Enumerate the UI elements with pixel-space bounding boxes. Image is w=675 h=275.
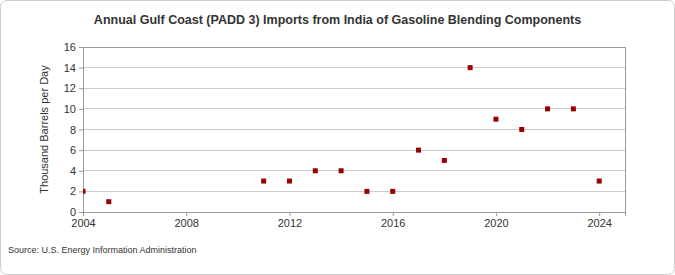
point xyxy=(493,117,498,122)
point xyxy=(364,189,369,194)
tick-label: 6 xyxy=(70,144,76,156)
tick: 2008 xyxy=(174,212,198,229)
point xyxy=(106,199,111,204)
point xyxy=(442,158,447,163)
point xyxy=(287,179,292,184)
tick-label: 12 xyxy=(64,82,76,94)
grid-line xyxy=(83,191,625,192)
tick: 4 xyxy=(70,165,83,177)
tick-label: 8 xyxy=(70,124,76,136)
tick: 0 xyxy=(70,206,83,218)
tick: 14 xyxy=(64,62,83,74)
title: Annual Gulf Coast (PADD 3) Imports from … xyxy=(94,13,581,27)
tick-label: 0 xyxy=(70,206,76,218)
tick: 16 xyxy=(64,41,83,53)
point xyxy=(545,106,550,111)
tick-mark xyxy=(79,171,83,172)
point xyxy=(416,148,421,153)
tick-label: 2012 xyxy=(278,217,302,229)
tick-mark xyxy=(79,212,83,213)
grid-line xyxy=(83,67,625,68)
point xyxy=(313,168,318,173)
y-axis-title: Thousand Barrels per Day xyxy=(38,65,50,194)
tick-label: 16 xyxy=(64,41,76,53)
tick-label: 10 xyxy=(64,103,76,115)
axis-line xyxy=(79,48,84,213)
point xyxy=(571,106,576,111)
chart-container: 2004 2008 2012 2016 2020 2024 0 2 4 6 8 10 12 14 16 Ann… xyxy=(0,0,675,275)
plot: 2004 2008 2012 2016 2020 2024 0 2 4 6 8 10 12 14 16 xyxy=(64,41,626,229)
point xyxy=(261,179,266,184)
grid-line xyxy=(83,129,625,130)
tick-mark xyxy=(79,130,83,131)
tick-mark xyxy=(79,68,83,69)
tick-label: 2020 xyxy=(484,217,508,229)
point xyxy=(390,189,395,194)
y-axis: 0 2 4 6 8 10 12 14 16 xyxy=(64,41,84,218)
tick: 2024 xyxy=(587,212,611,229)
tick-label: 2004 xyxy=(71,217,95,229)
axis-line xyxy=(84,213,626,217)
tick-label: 14 xyxy=(64,62,76,74)
grid xyxy=(83,47,625,212)
grid-line xyxy=(83,150,625,151)
tick-mark xyxy=(79,191,83,192)
tick-mark xyxy=(79,150,83,151)
tick-mark xyxy=(599,212,600,216)
tick-mark xyxy=(79,109,83,110)
point xyxy=(339,168,344,173)
tick-mark xyxy=(186,212,187,216)
tick: 2016 xyxy=(381,212,405,229)
chart-svg: 2004 2008 2012 2016 2020 2024 0 2 4 6 8 10 12 14 16 Ann… xyxy=(0,0,675,275)
tick: 12 xyxy=(64,82,83,94)
point xyxy=(597,179,602,184)
grid-line xyxy=(83,170,625,171)
tick-label: 4 xyxy=(70,165,76,177)
grid-line xyxy=(83,88,625,89)
tick: 10 xyxy=(64,103,83,115)
tick-mark xyxy=(496,212,497,216)
tick-label: 2008 xyxy=(174,217,198,229)
tick: 2012 xyxy=(278,212,302,229)
tick-label: 2 xyxy=(70,185,76,197)
tick-label: 2024 xyxy=(587,217,611,229)
grid-line xyxy=(83,108,625,109)
tick-mark xyxy=(79,88,83,89)
tick-mark xyxy=(79,47,83,48)
tick: 2 xyxy=(70,185,83,197)
tick: 6 xyxy=(70,144,83,156)
source: Source: U.S. Energy Information Administ… xyxy=(8,245,197,255)
tick: 8 xyxy=(70,124,83,136)
point xyxy=(468,65,473,70)
tick: 2020 xyxy=(484,212,508,229)
points xyxy=(83,65,602,204)
tick-mark xyxy=(289,212,290,216)
tick-mark xyxy=(393,212,394,216)
tick-label: 2016 xyxy=(381,217,405,229)
point xyxy=(519,127,524,132)
x-axis: 2004 2008 2012 2016 2020 2024 xyxy=(71,212,625,229)
plot-frame xyxy=(83,47,625,212)
point xyxy=(83,189,86,194)
background xyxy=(1,1,675,275)
